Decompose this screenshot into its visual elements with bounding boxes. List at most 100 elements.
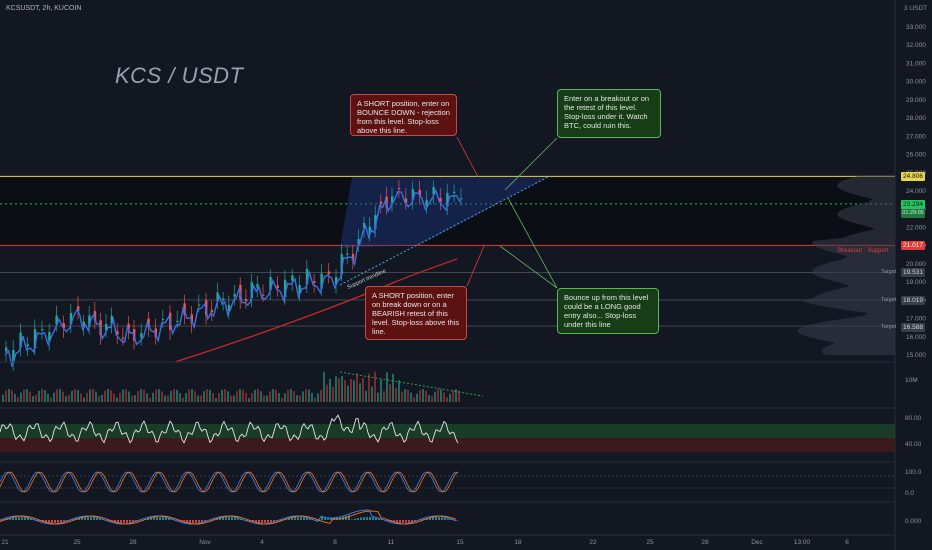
- volume-bar-92: [92, 389, 94, 402]
- volume-bar-224: [224, 389, 226, 402]
- volume-bar-449: [449, 393, 451, 402]
- candle-body-52: [176, 320, 179, 322]
- macd-hist-210: [210, 519, 212, 521]
- chart-title: KCS / USDT: [115, 63, 244, 88]
- macd-hist-198: [198, 520, 200, 523]
- volume-bar-308: [308, 389, 310, 402]
- macd-hist-186: [186, 520, 188, 523]
- macd-hist-150: [150, 517, 152, 520]
- volume-bar-434: [434, 391, 436, 402]
- candle-body-62: [210, 309, 214, 313]
- macd-hist-0: [0, 520, 2, 521]
- macd-hist-99: [99, 518, 101, 520]
- candle-body-30: [105, 324, 108, 331]
- volume-bar-209: [209, 389, 211, 402]
- time-tick-5: 8: [333, 539, 337, 546]
- volume-bar-41: [41, 389, 43, 402]
- volume-bar-38: [38, 390, 40, 402]
- volume-bar-374: [374, 371, 376, 402]
- candle-body-140: [460, 198, 463, 200]
- volume-bar-110: [110, 390, 112, 402]
- volume-bar-365: [365, 390, 367, 402]
- price-unit-label: 3 USDT: [904, 5, 928, 12]
- volume-bar-206: [206, 389, 208, 402]
- macd-hist-444: [444, 517, 446, 520]
- candle-body-14: [55, 315, 58, 325]
- volume-bar-248: [248, 397, 250, 402]
- macd-hist-288: [288, 517, 290, 520]
- volume-bar-416: [416, 393, 418, 402]
- macd-hist-120: [120, 520, 122, 523]
- volume-bar-239: [239, 389, 241, 402]
- volume-bar-335: [335, 376, 337, 402]
- volume-bar-359: [359, 383, 361, 402]
- volume-bar-155: [155, 389, 157, 402]
- candle-body-94: [313, 281, 316, 283]
- candle-body-16: [62, 323, 65, 329]
- volume-bar-62: [62, 391, 64, 402]
- time-tick-10: 25: [646, 539, 654, 546]
- macd-hist-63: [63, 520, 65, 522]
- time-tick-11: 28: [701, 539, 709, 546]
- candle-body-34: [116, 331, 119, 335]
- volume-bar-446: [446, 397, 448, 402]
- volume-bar-212: [212, 393, 214, 402]
- candle-body-118: [385, 196, 388, 208]
- volume-bar-410: [410, 392, 412, 402]
- candle-body-24: [88, 315, 91, 327]
- volume-bar-86: [86, 392, 88, 402]
- target3-text: Target: [881, 324, 897, 330]
- volume-bar-431: [431, 396, 433, 402]
- macd-hist-324: [324, 517, 326, 520]
- candle-body-100: [335, 277, 338, 285]
- volume-bar-455: [455, 389, 457, 402]
- macd-hist-237: [237, 518, 239, 520]
- candle-body-86: [283, 279, 287, 298]
- volume-bar-218: [218, 393, 220, 402]
- macd-hist-258: [258, 520, 260, 523]
- volume-bar-299: [299, 395, 301, 402]
- macd-hist-135: [135, 520, 137, 522]
- candle-body-0: [5, 347, 8, 352]
- macd-hist-405: [405, 520, 407, 523]
- short-bounce-connector: [456, 136, 479, 178]
- macd-hist-24: [24, 517, 26, 520]
- macd-hist-222: [222, 517, 224, 520]
- time-tick-6: 11: [388, 539, 395, 546]
- target3-price-label: 16.588: [901, 323, 925, 332]
- macd-hist-354: [354, 518, 356, 520]
- volume-bar-422: [422, 389, 424, 402]
- volume-bar-167: [167, 395, 169, 402]
- volume-bar-146: [146, 393, 148, 402]
- macd-signal-line: [0, 510, 457, 525]
- macd-hist-93: [93, 517, 95, 520]
- long-bounce-connector-a: [499, 245, 558, 289]
- volume-bar-407: [407, 389, 409, 402]
- candle-body-120: [391, 196, 394, 203]
- candle-body-132: [432, 187, 435, 195]
- volume-bar-20: [20, 392, 22, 402]
- macd-hist-117: [117, 520, 119, 523]
- time-tick-7: 15: [456, 539, 464, 546]
- price-tick-6: 27.000: [906, 133, 926, 140]
- volume-bar-344: [344, 380, 346, 402]
- volume-bar-149: [149, 397, 151, 402]
- volume-bar-89: [89, 389, 91, 402]
- macd-hist-279: [279, 520, 281, 521]
- macd-hist-447: [447, 518, 449, 520]
- macd-hist-81: [81, 517, 83, 520]
- macd-hist-3: [3, 519, 5, 520]
- candle-body-4: [19, 332, 22, 348]
- volume-bar-95: [95, 391, 97, 402]
- volume-bar-305: [305, 389, 307, 402]
- current-price-label: 23.294: [901, 200, 925, 209]
- volume-bar-278: [278, 393, 280, 402]
- volume-bar-29: [29, 391, 31, 402]
- candle-body-68: [227, 305, 231, 312]
- volume-bar-437: [437, 389, 439, 402]
- candle-body-44: [147, 318, 150, 328]
- support-price-label: 21.017: [901, 241, 925, 250]
- candle-body-84: [276, 285, 279, 288]
- macd-hist-351: [351, 519, 353, 521]
